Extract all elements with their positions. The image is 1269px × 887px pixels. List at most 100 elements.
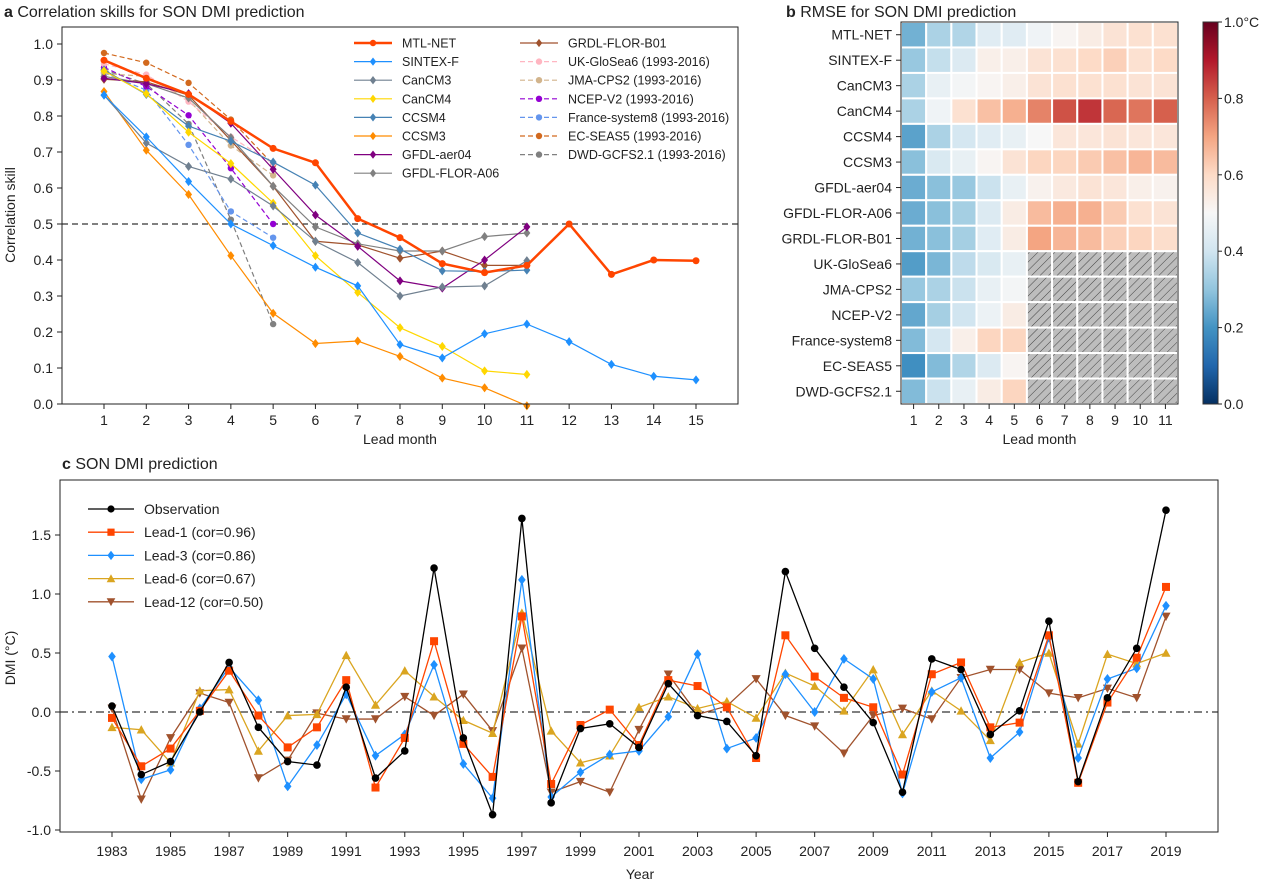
column-label: 2 (935, 412, 943, 428)
heatmap-cell (975, 46, 1003, 74)
colorbar-bar (1202, 21, 1219, 405)
heatmap-cell (925, 275, 953, 304)
series-lead-3 (108, 574, 1170, 804)
heatmap-cell (1000, 46, 1028, 74)
x-tick-label: 1985 (155, 843, 186, 859)
heatmap-cell (1126, 199, 1154, 227)
data-point (142, 138, 150, 148)
series-observation (108, 506, 1170, 819)
data-point (100, 66, 108, 76)
heatmap-cell (1126, 46, 1154, 74)
data-point (481, 281, 489, 291)
row-label: MTL-NET (831, 27, 892, 43)
heatmap-cell (900, 71, 928, 100)
data-point (396, 276, 404, 286)
legend-marker (107, 505, 115, 513)
x-tick-label: 2003 (682, 843, 713, 859)
data-point (693, 649, 702, 660)
data-point (269, 241, 277, 251)
data-point (481, 255, 489, 265)
data-point (283, 743, 292, 752)
row-label: CCSM3 (843, 154, 892, 170)
data-point (810, 722, 820, 731)
data-point (1044, 631, 1053, 640)
legend-marker (535, 114, 543, 121)
heatmap-cell (1076, 46, 1104, 74)
data-point (227, 219, 235, 229)
legend-label: GRDL-FLOR-B01 (568, 37, 667, 51)
heatmap-cell (1000, 199, 1028, 227)
data-point (224, 685, 234, 694)
panel-c: 1983 1985 1987 1989 1991 1993 1995 1997 1999 2001… (2, 479, 1219, 882)
column-label: 5 (1010, 412, 1018, 428)
data-point (481, 232, 489, 242)
heatmap-cell (1051, 199, 1079, 227)
data-point (752, 733, 760, 743)
data-point (1132, 694, 1142, 703)
heatmap-cell (1025, 21, 1054, 49)
heatmap-cell (925, 97, 953, 125)
column-label: 4 (985, 412, 993, 428)
legend-item: CCSM3 (354, 130, 446, 144)
panel-letter: a (4, 4, 17, 21)
colorbar-tick-label: 0.6 (1224, 167, 1244, 183)
legend-label: MTL-NET (402, 37, 457, 51)
data-point (517, 644, 527, 653)
series-mtl-net (100, 56, 700, 278)
heatmap-cell (1051, 46, 1079, 74)
data-point (1044, 689, 1054, 698)
y-axis-label: Correlation skill (2, 167, 18, 263)
x-tick-label: 1991 (331, 843, 362, 859)
data-point (269, 201, 277, 211)
data-point (142, 79, 150, 89)
heatmap-cell (900, 352, 928, 380)
data-point (957, 665, 965, 674)
legend-label: JMA-CPS2 (1993-2016) (568, 74, 701, 88)
data-point (227, 117, 235, 125)
heatmap-cell (1000, 224, 1028, 253)
y-tick-label: 0.2 (34, 324, 54, 340)
data-point (488, 728, 498, 738)
legend-item: Lead-6 (cor=0.67) (88, 571, 256, 587)
legend-label: Lead-1 (cor=0.96) (144, 524, 256, 540)
legend-marker (535, 77, 543, 84)
data-point (722, 703, 731, 712)
legend-item: SINTEX-F (354, 55, 459, 69)
legend-marker (535, 151, 543, 158)
heatmap-cell (1101, 173, 1129, 202)
heatmap-cell-missing (1101, 326, 1129, 355)
data-point (1103, 694, 1112, 702)
legend-label: CanCM3 (402, 74, 451, 88)
heatmap-cell (1126, 148, 1154, 176)
panel-letter: b (786, 4, 800, 21)
data-point (692, 375, 700, 385)
legend-item: Lead-3 (cor=0.86) (88, 547, 256, 563)
y-tick-label: 0.0 (32, 704, 52, 720)
data-point (354, 241, 362, 251)
data-point (311, 338, 319, 349)
data-point (650, 256, 658, 264)
data-point (693, 711, 702, 720)
legend-marker (535, 38, 543, 48)
data-point (751, 713, 761, 722)
data-point (311, 180, 319, 190)
x-tick-label: 1995 (448, 843, 479, 859)
legend-item: GFDL-aer04 (354, 148, 472, 162)
data-point (396, 351, 404, 362)
y-tick-label: 1.5 (32, 527, 52, 543)
data-point (956, 706, 966, 715)
x-tick-label: 2017 (1092, 843, 1123, 859)
data-point (311, 262, 319, 272)
data-point (458, 690, 468, 699)
heatmap-cell (1151, 71, 1180, 100)
heatmap-cell (975, 122, 1003, 151)
heatmap-cell (950, 122, 978, 151)
colorbar-tick-label: 1.0°C (1224, 14, 1259, 30)
data-point (396, 340, 404, 350)
data-point (185, 189, 193, 200)
heatmap-cell (1101, 122, 1129, 151)
y-tick-label: 0.0 (34, 396, 54, 412)
heatmap-cell (950, 21, 978, 49)
legend-marker (369, 169, 377, 178)
data-point (354, 287, 362, 297)
